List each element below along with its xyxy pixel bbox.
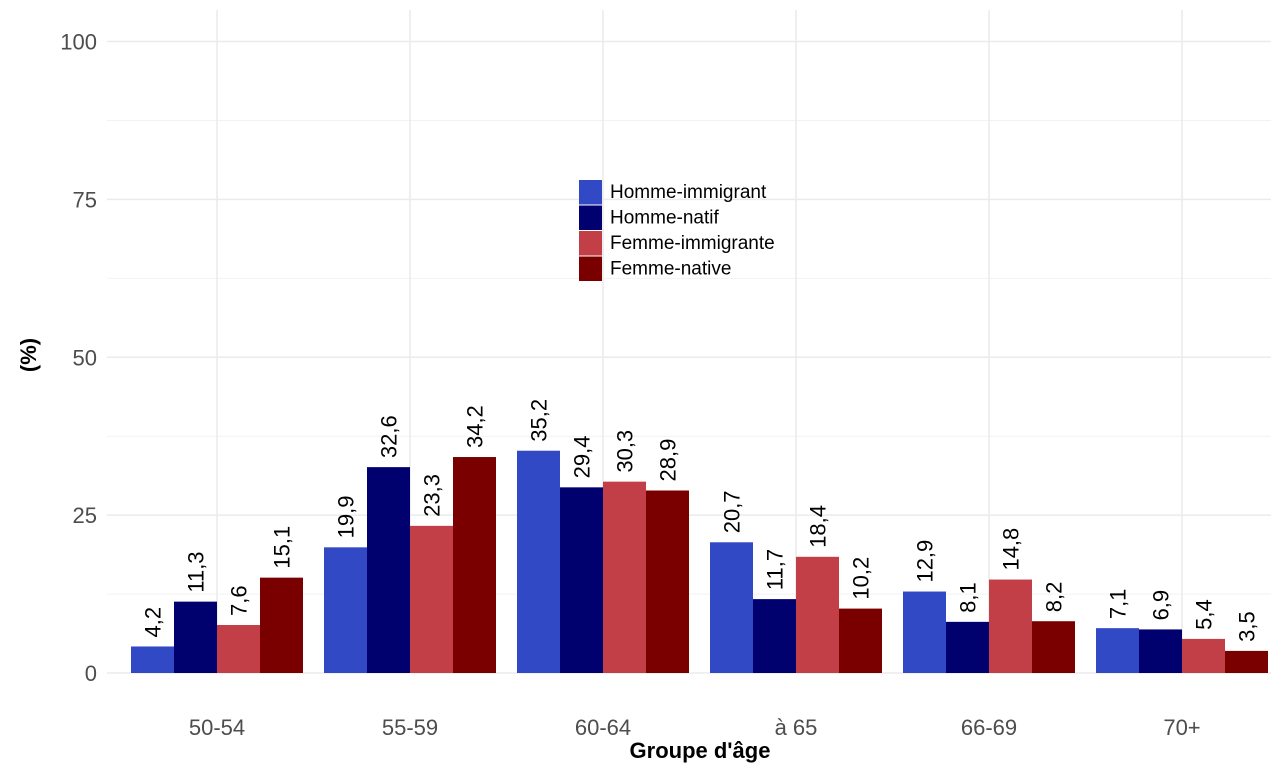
y-tick-label: 25	[73, 503, 97, 528]
bar	[517, 451, 560, 673]
bar	[796, 557, 839, 673]
bar	[131, 646, 174, 673]
legend: Homme-immigrant Homme-natif Femme-immigran…	[579, 180, 775, 281]
bar	[260, 578, 303, 673]
y-axis-ticks: 0 25 50 75 100	[60, 30, 97, 687]
bar-value-label: 29,4	[570, 436, 595, 479]
bars-layer	[131, 451, 1268, 673]
bar-value-label: 5,4	[1192, 599, 1217, 630]
bar-value-label: 32,6	[377, 415, 402, 458]
x-axis-title: Groupe d'âge	[630, 738, 771, 763]
legend-label: Femme-native	[610, 259, 731, 280]
bar-value-label: 28,9	[656, 439, 681, 482]
bar-value-label: 30,3	[613, 430, 638, 473]
bar-value-label: 20,7	[720, 490, 745, 533]
bar-value-label: 8,1	[956, 582, 981, 613]
bar-value-label: 10,2	[849, 557, 874, 600]
legend-key	[579, 257, 602, 282]
bar	[989, 580, 1032, 673]
x-tick-label: 60-64	[575, 715, 631, 740]
bar	[753, 599, 796, 673]
x-tick-label: 66-69	[961, 715, 1017, 740]
bar	[324, 547, 367, 673]
bar	[903, 592, 946, 673]
bar-value-label: 14,8	[999, 528, 1024, 571]
data-labels-layer: 4,2 11,3 7,6 15,1 19,9 32,6 23,3 34,2 35,2 29,4 30…	[141, 399, 1260, 642]
bar	[367, 467, 410, 673]
y-tick-label: 0	[85, 661, 97, 686]
bar	[560, 487, 603, 673]
bar-value-label: 18,4	[806, 505, 831, 548]
bar	[1182, 639, 1225, 673]
bar	[174, 602, 217, 673]
bar	[646, 490, 689, 673]
legend-key	[579, 180, 602, 205]
bar-value-label: 15,1	[270, 526, 295, 569]
bar-value-label: 6,9	[1149, 590, 1174, 621]
legend-label: Homme-immigrant	[610, 182, 767, 203]
y-tick-label: 100	[60, 30, 97, 55]
bar-value-label: 11,7	[763, 549, 788, 590]
legend-key	[579, 206, 602, 231]
bar	[946, 622, 989, 673]
bar-value-label: 23,3	[420, 474, 445, 517]
bar	[217, 625, 260, 673]
bar	[1032, 621, 1075, 673]
legend-key	[579, 231, 602, 256]
bar	[603, 482, 646, 673]
y-tick-label: 75	[73, 187, 97, 212]
bar-value-label: 35,2	[527, 399, 552, 442]
legend-label: Femme-immigrante	[610, 233, 775, 254]
x-tick-label: 50-54	[189, 715, 245, 740]
y-axis-title: (%)	[16, 338, 41, 372]
bar-value-label: 3,5	[1235, 611, 1260, 642]
bar-value-label: 7,1	[1106, 589, 1131, 620]
x-axis-ticks: 50-54 55-59 60-64 à 65 66-69 70+	[189, 715, 1201, 740]
bar	[1139, 629, 1182, 673]
bar	[410, 526, 453, 673]
x-tick-label: 70+	[1163, 715, 1200, 740]
bar-value-label: 4,2	[141, 607, 166, 638]
bar-value-label: 34,2	[463, 405, 488, 448]
bar	[1225, 651, 1268, 673]
bar	[453, 457, 496, 673]
x-tick-label: 55-59	[382, 715, 438, 740]
bar-value-label: 12,9	[913, 540, 938, 583]
bar	[839, 609, 882, 673]
legend-label: Homme-natif	[610, 208, 719, 229]
bar-value-label: 11,3	[184, 551, 209, 592]
bar	[710, 542, 753, 673]
x-tick-label: à 65	[775, 715, 818, 740]
bar-value-label: 7,6	[227, 585, 252, 616]
bar	[1096, 628, 1139, 673]
bar-value-label: 8,2	[1042, 582, 1067, 613]
y-tick-label: 50	[73, 345, 97, 370]
bar-value-label: 19,9	[334, 496, 359, 539]
